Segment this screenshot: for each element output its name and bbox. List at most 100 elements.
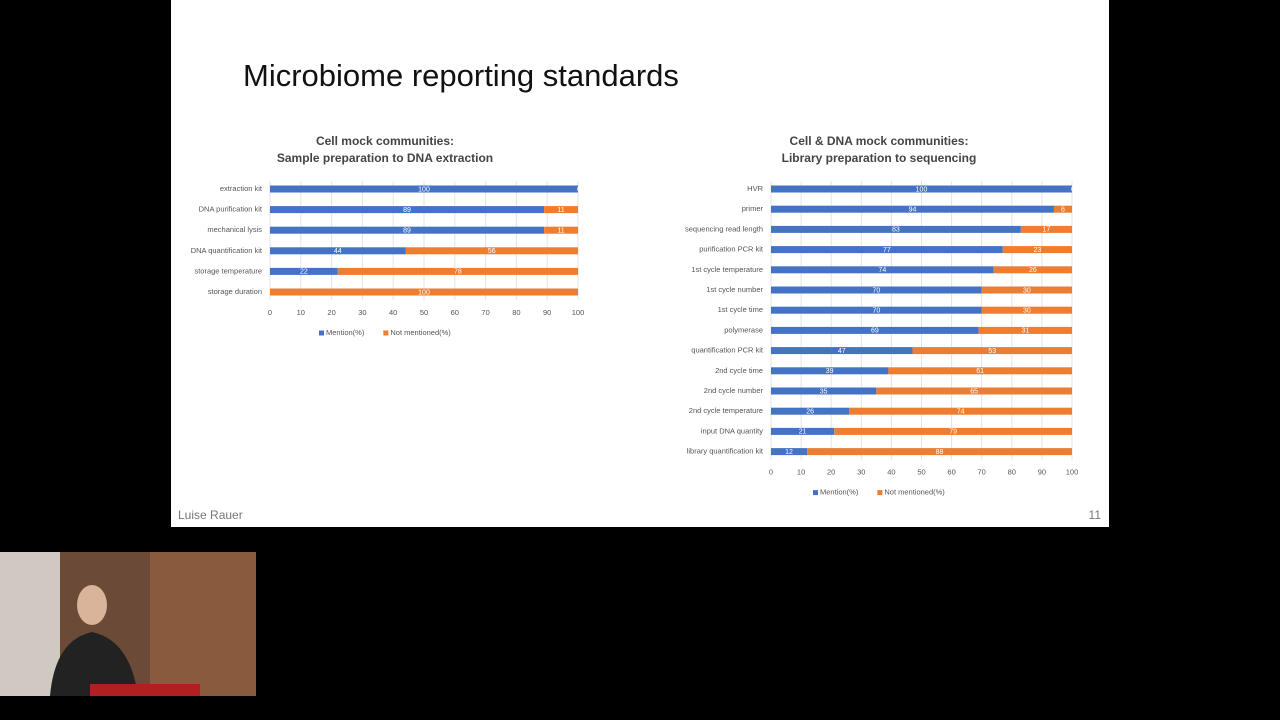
slide-title: Microbiome reporting standards (243, 58, 679, 93)
legend-label: Not mentioned(%) (390, 328, 451, 337)
data-label: 31 (1021, 328, 1029, 335)
webcam-wall (0, 552, 60, 696)
bar-segment (337, 267, 578, 275)
webcam-body (50, 632, 138, 696)
x-tick-label: 40 (887, 468, 895, 477)
data-label: 22 (300, 269, 308, 276)
webcam (0, 552, 256, 696)
bar-segment (1020, 225, 1072, 233)
bar-segment (912, 347, 1072, 355)
y-tick-label: library quantification kit (687, 447, 764, 456)
x-tick-label: 20 (327, 308, 335, 317)
bar-segment (771, 326, 979, 334)
data-label: 65 (970, 388, 978, 395)
data-label: 23 (1033, 247, 1041, 254)
data-label: 100 (418, 289, 430, 296)
bar-segment (270, 288, 578, 296)
data-label: 100 (916, 186, 928, 193)
data-label: 78 (454, 269, 462, 276)
bar-segment (544, 226, 578, 234)
bar-segment (771, 246, 1003, 254)
data-label: 56 (488, 248, 496, 255)
x-tick-label: 60 (947, 468, 955, 477)
y-tick-label: storage duration (208, 287, 262, 296)
data-label: 69 (871, 328, 879, 335)
bar-segment (771, 306, 982, 314)
bar-segment (771, 347, 913, 355)
y-tick-label: mechanical lysis (207, 225, 262, 234)
x-tick-label: 80 (1008, 468, 1016, 477)
data-label: 17 (1043, 227, 1051, 234)
y-tick-label: polymerase (724, 325, 763, 334)
x-tick-label: 30 (857, 468, 865, 477)
x-tick-label: 40 (389, 308, 397, 317)
webcam-lectern (90, 684, 200, 696)
x-tick-label: 10 (797, 468, 805, 477)
bar-segment (981, 306, 1072, 314)
legend-swatch (383, 330, 389, 336)
data-label: 89 (403, 207, 411, 214)
y-tick-label: 1st cycle time (718, 305, 763, 314)
data-label: 12 (785, 449, 793, 456)
bar-segment (270, 247, 406, 255)
x-tick-label: 90 (543, 308, 551, 317)
data-label: 39 (826, 368, 834, 375)
bar-segment (771, 407, 850, 415)
data-label: 35 (820, 388, 828, 395)
x-tick-label: 10 (297, 308, 305, 317)
data-label: 26 (1029, 267, 1037, 274)
webcam-head (77, 585, 107, 625)
y-tick-label: sequencing read length (685, 224, 763, 233)
data-label: 77 (883, 247, 891, 254)
bar-segment (771, 266, 994, 274)
bar-segment (834, 427, 1072, 435)
x-tick-label: 0 (769, 468, 773, 477)
x-tick-label: 60 (451, 308, 459, 317)
bar-segment (981, 286, 1072, 294)
data-label: 6 (1061, 207, 1065, 214)
slide-author: Luise Rauer (178, 508, 243, 522)
bar-segment (807, 448, 1072, 456)
chart-title: Cell mock communities: (316, 134, 454, 148)
bar-segment (771, 427, 835, 435)
bar-segment (270, 206, 545, 214)
bar-segment (270, 226, 545, 234)
x-tick-label: 70 (978, 468, 986, 477)
bar-segment (405, 247, 578, 255)
chart-subtitle: Sample preparation to DNA extraction (277, 151, 493, 165)
legend-swatch (877, 490, 883, 496)
y-tick-label: DNA quantification kit (191, 246, 263, 255)
chart-title: Cell & DNA mock communities: (790, 134, 969, 148)
bar-segment (1002, 246, 1072, 254)
chart-subtitle: Library preparation to sequencing (782, 151, 977, 165)
slide (171, 0, 1109, 527)
data-label: 44 (334, 248, 342, 255)
data-label: 70 (872, 308, 880, 315)
legend-swatch (813, 490, 818, 496)
y-tick-label: quantification PCR kit (691, 346, 764, 355)
bar-segment (771, 367, 889, 375)
bar-segment (1053, 205, 1072, 213)
data-label: 47 (838, 348, 846, 355)
data-label: 53 (988, 348, 996, 355)
x-tick-label: 100 (572, 308, 585, 317)
data-label: 79 (949, 429, 957, 436)
y-tick-label: extraction kit (220, 184, 263, 193)
data-label: 74 (878, 267, 886, 274)
data-label: 83 (892, 227, 900, 234)
data-label: 30 (1023, 308, 1031, 315)
data-label: 26 (806, 409, 814, 416)
bar-segment (849, 407, 1072, 415)
x-tick-label: 100 (1066, 468, 1079, 477)
data-label: 94 (909, 207, 917, 214)
y-tick-label: 1st cycle number (706, 285, 763, 294)
legend-label: Mention(%) (326, 328, 365, 337)
x-tick-label: 0 (268, 308, 272, 317)
y-tick-label: DNA purification kit (199, 205, 263, 214)
data-label: 11 (557, 207, 564, 214)
data-label: 30 (1023, 287, 1031, 294)
webcam-panel (150, 552, 256, 696)
y-tick-label: 2nd cycle time (715, 366, 763, 375)
bar-segment (771, 205, 1054, 213)
